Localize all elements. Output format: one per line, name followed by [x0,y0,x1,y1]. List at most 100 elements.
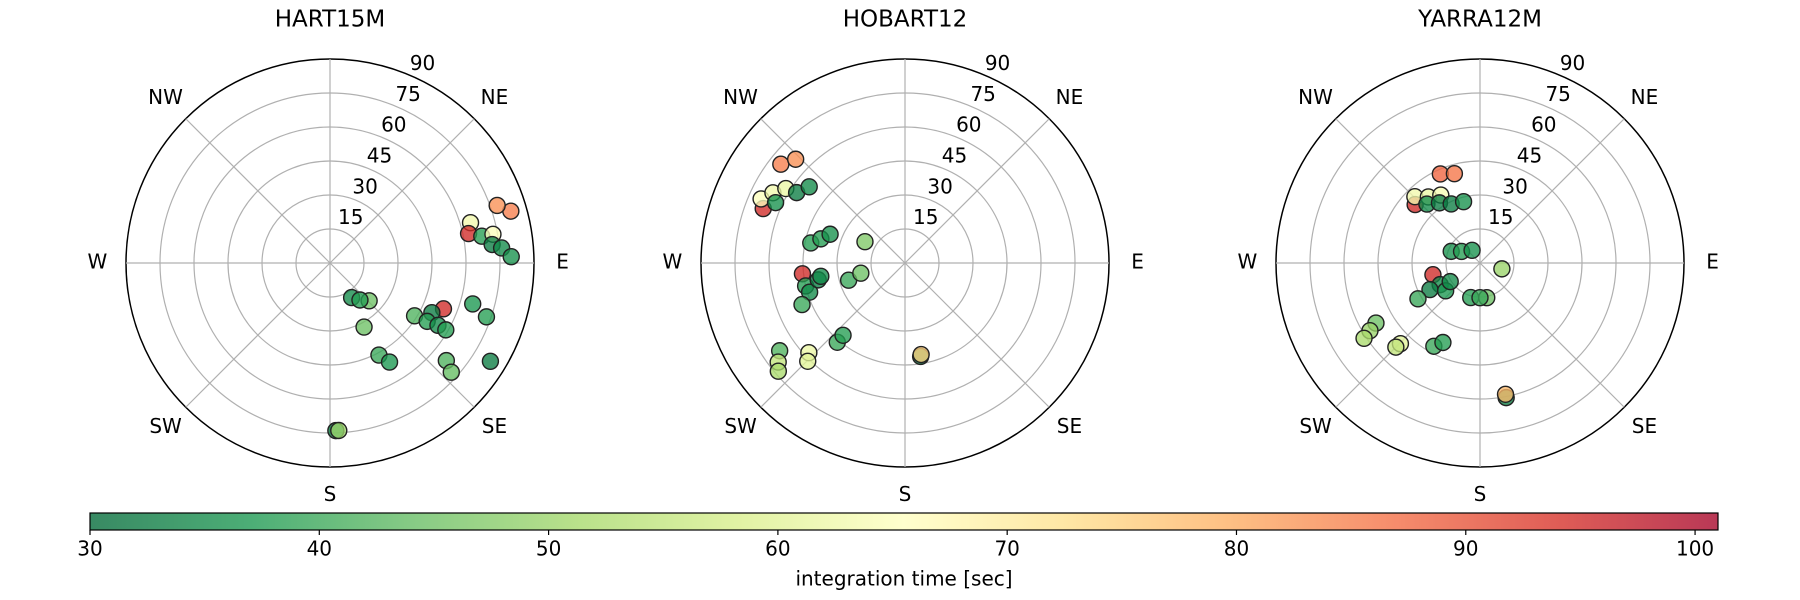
tick-label: 40 [307,537,332,561]
radial-tick-label: 15 [338,205,363,229]
data-point [1463,241,1481,260]
data-point [769,362,788,380]
data-point [1355,329,1373,348]
direction-label: W [663,250,683,274]
data-point [912,345,930,364]
direction-label: NW [148,85,183,109]
direction-label: SW [149,414,182,438]
radial-tick-label: 60 [1531,113,1556,137]
tick-label: 30 [77,537,102,561]
grid-line [1335,118,1481,264]
grid-line [329,118,475,264]
data-point [1493,260,1511,278]
direction-label: S [899,482,912,506]
direction-label: SE [1632,414,1657,438]
direction-label: E [556,250,569,274]
data-point [442,363,460,381]
data-point [437,321,455,339]
tick-label: 60 [765,537,790,561]
data-point [800,178,818,196]
tick-label: 80 [1224,537,1249,561]
data-point [772,155,790,173]
radial-tick-label: 45 [1517,143,1542,167]
colorbar [89,512,1719,531]
direction-label: SE [1057,414,1082,438]
direction-label: NW [723,85,758,109]
data-point [1434,333,1452,352]
radial-tick-label: 75 [970,82,995,106]
radial-tick-label: 15 [913,205,938,229]
colorbar-label: integration time [sec] [795,567,1012,591]
data-point [481,352,500,370]
radial-tick-label: 15 [1488,205,1513,229]
data-point [1445,164,1464,183]
data-point [793,295,811,314]
grid-line [185,262,331,408]
direction-label: W [88,250,108,274]
direction-label: NE [1056,85,1084,109]
data-point [1409,290,1427,308]
tick-label: 100 [1676,537,1714,561]
radial-tick-label: 60 [956,113,981,137]
data-point [786,150,805,168]
data-point [1454,192,1473,211]
data-point [330,421,348,440]
direction-label: E [1706,250,1719,274]
data-point [1496,385,1515,403]
direction-label: SE [482,414,507,438]
data-point [502,247,520,266]
direction-label: W [1238,250,1258,274]
radial-tick-label: 60 [381,113,406,137]
data-point [488,196,506,215]
data-point [380,353,399,371]
data-point [464,295,482,313]
chart-title: HART15M [275,7,386,33]
direction-label: E [1131,250,1144,274]
grid-line [1479,262,1625,408]
direction-label: S [1474,482,1487,506]
data-point [1387,338,1405,356]
grid-line [1479,118,1625,264]
tick-label: 50 [536,537,561,561]
radial-tick-label: 75 [395,82,420,106]
data-point [766,193,785,212]
tick-label: 90 [1453,537,1478,561]
direction-label: NW [1298,85,1333,109]
direction-label: NE [1631,85,1659,109]
data-point [834,326,852,344]
radial-tick-label: 45 [942,143,967,167]
radial-tick-label: 90 [410,51,435,75]
radial-tick-label: 90 [1560,51,1585,75]
data-point [1471,288,1489,307]
grid-line [904,262,1050,408]
chart-title: HOBART12 [843,7,968,33]
grid-line [904,118,1050,264]
data-point [351,291,369,309]
grid-line [760,118,906,264]
radial-tick-label: 90 [985,51,1010,75]
data-point [800,283,819,301]
grid-line [185,118,331,264]
direction-label: SW [724,414,757,438]
radial-tick-label: 75 [1545,82,1570,106]
tick-label: 70 [994,537,1019,561]
radial-tick-label: 30 [927,174,952,198]
direction-label: NE [481,85,509,109]
direction-label: SW [1299,414,1332,438]
data-point [355,318,373,336]
direction-label: S [324,482,337,506]
data-point [1441,272,1459,291]
data-point [856,233,874,251]
radial-tick-label: 30 [1502,174,1527,198]
data-point [799,352,817,370]
data-point [821,225,839,243]
grid-line [329,262,475,408]
data-point [852,264,870,282]
data-point [812,267,830,286]
chart-title: YARRA12M [1417,7,1542,33]
data-point [477,308,496,326]
radial-tick-label: 30 [352,174,377,198]
radial-tick-label: 45 [367,143,392,167]
